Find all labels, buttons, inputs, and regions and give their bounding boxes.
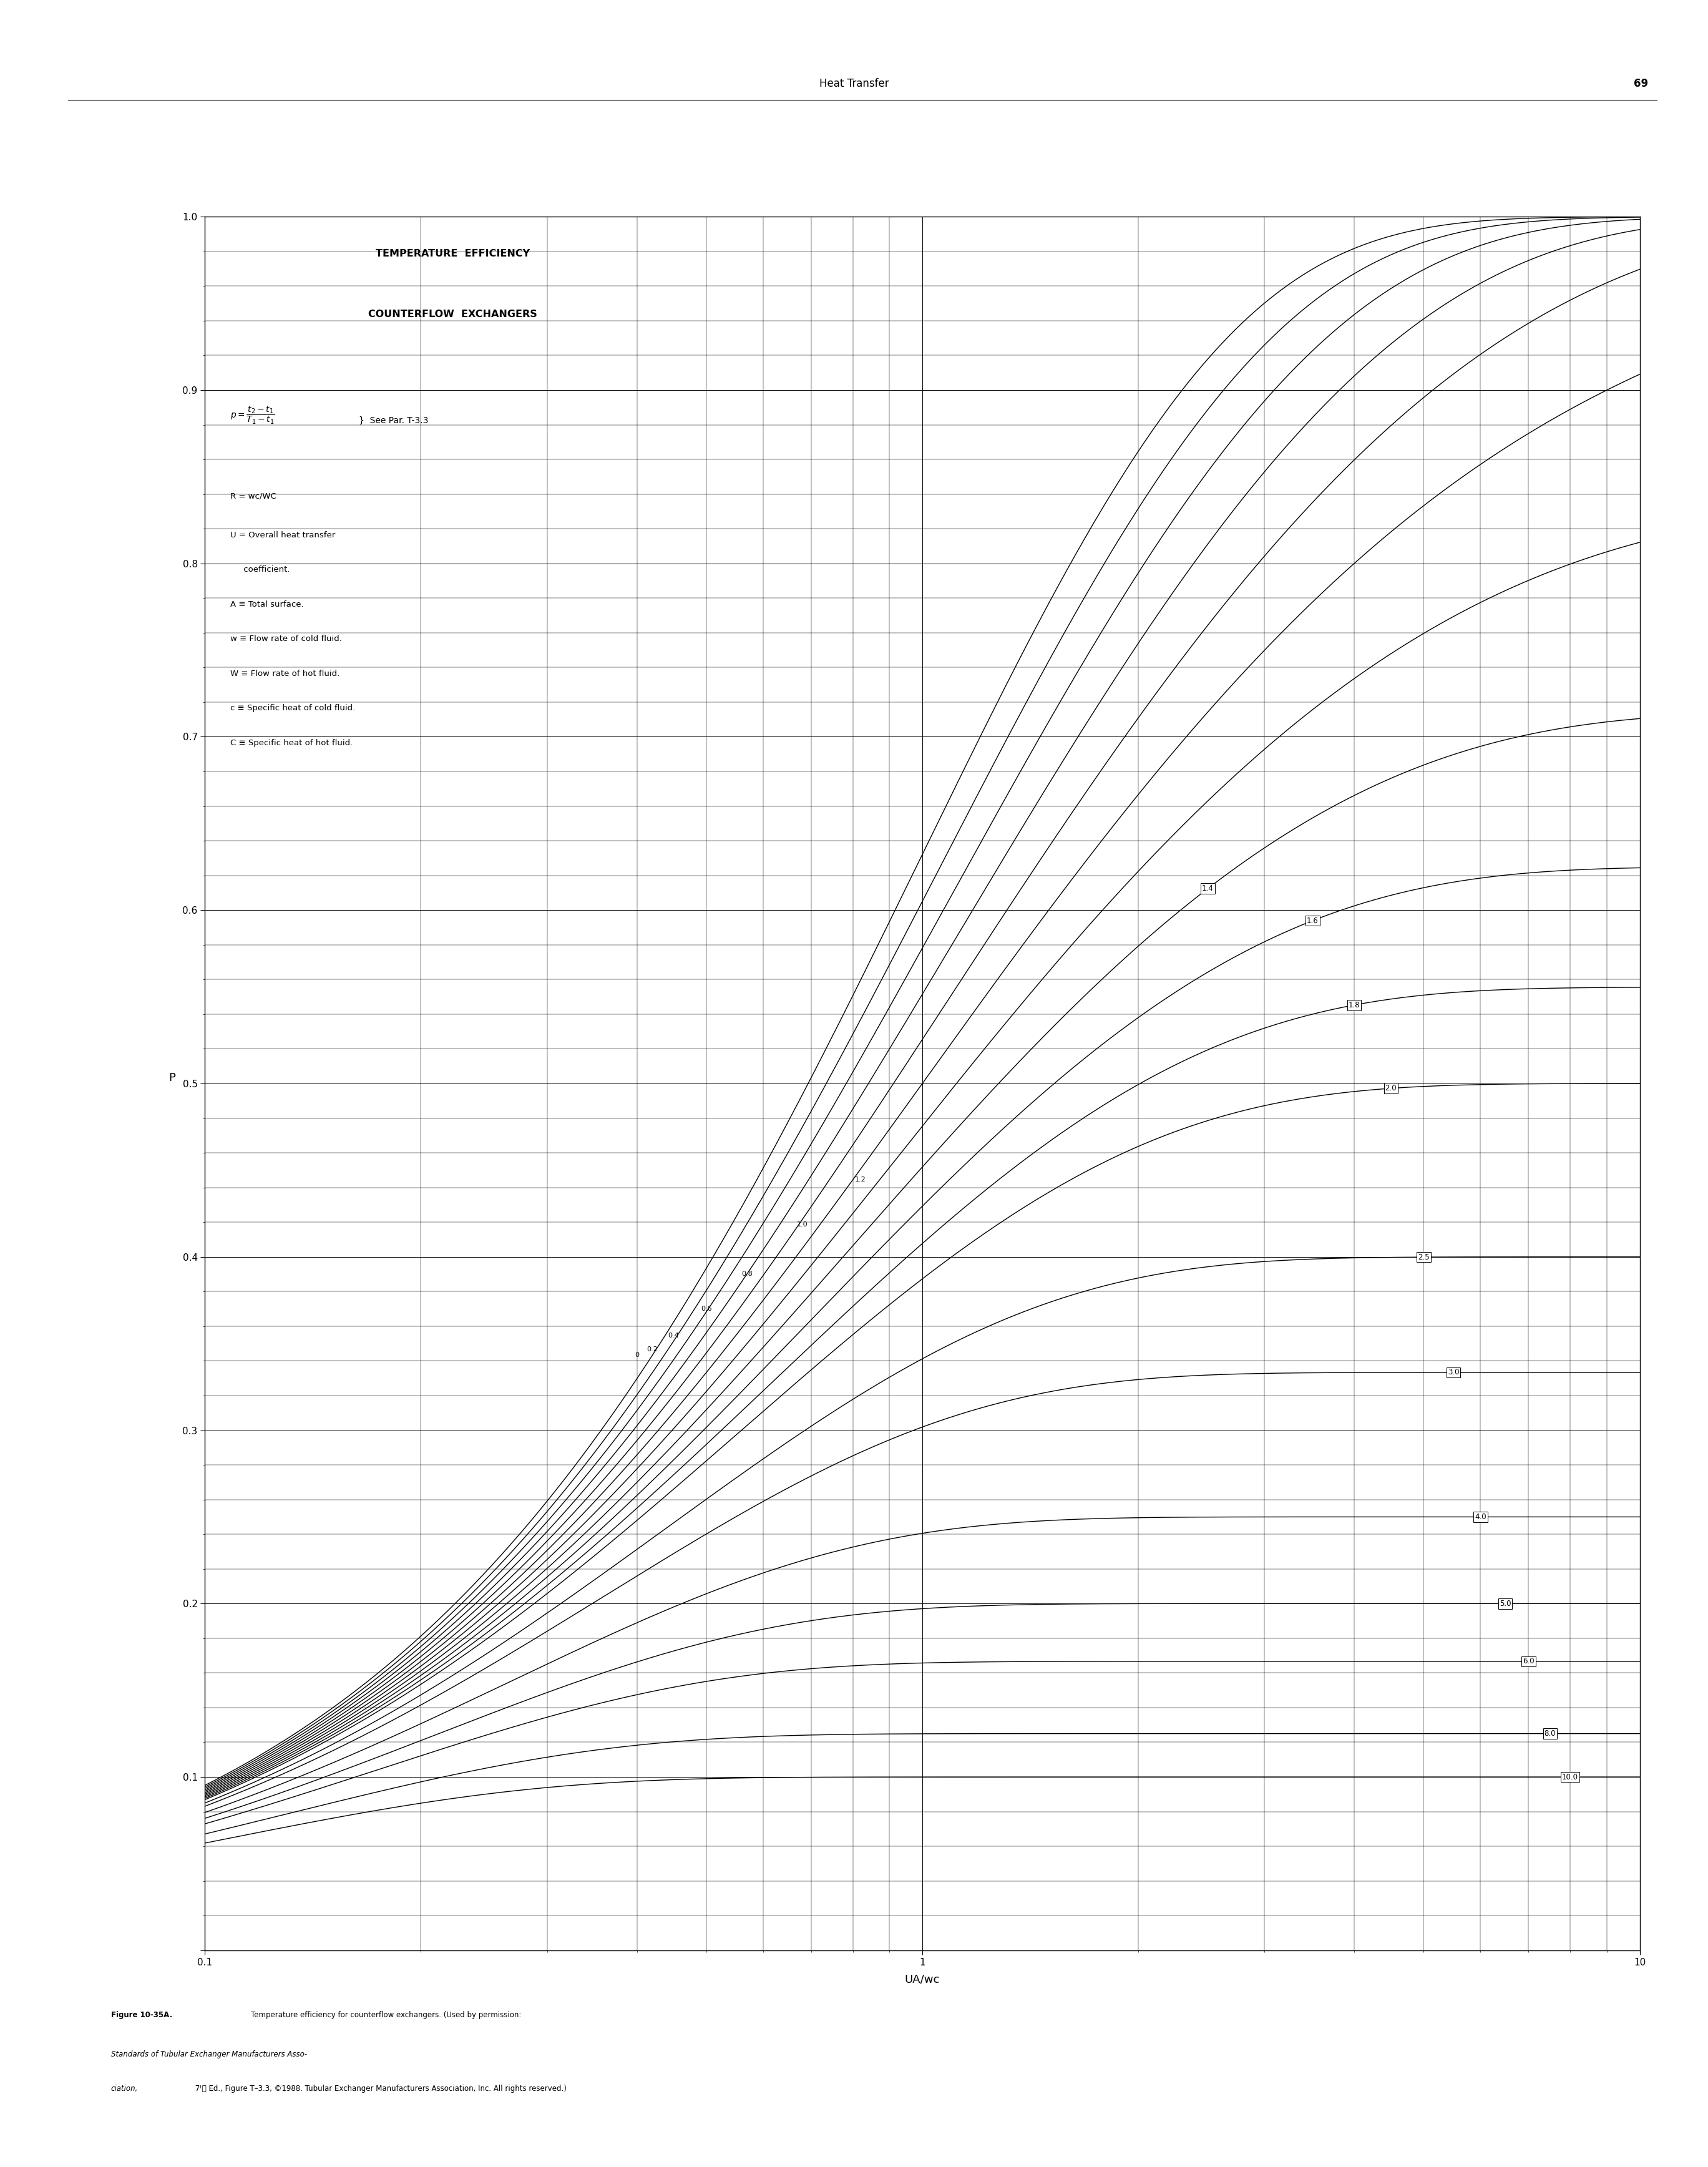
Text: 1.2: 1.2: [856, 1177, 866, 1183]
Text: 2.0: 2.0: [1385, 1084, 1397, 1092]
Text: 0.8: 0.8: [741, 1270, 753, 1276]
Text: ciation,: ciation,: [111, 2085, 138, 2093]
Text: COUNTERFLOW  EXCHANGERS: COUNTERFLOW EXCHANGERS: [369, 310, 536, 319]
Text: 69: 69: [1635, 78, 1648, 89]
Text: U = Overall heat transfer: U = Overall heat transfer: [231, 531, 335, 540]
Text: 6.0: 6.0: [1524, 1658, 1534, 1666]
Text: Heat Transfer: Heat Transfer: [820, 78, 888, 89]
Text: 7ᵗ˾ Ed., Figure T–3.3, ©1988. Tubular Exchanger Manufacturers Association, Inc. : 7ᵗ˾ Ed., Figure T–3.3, ©1988. Tubular Ex…: [193, 2085, 567, 2093]
Text: 5.0: 5.0: [1500, 1599, 1512, 1608]
Text: Standards of Tubular Exchanger Manufacturers Asso-: Standards of Tubular Exchanger Manufactu…: [111, 2050, 307, 2059]
Text: 0.4: 0.4: [668, 1333, 680, 1339]
Text: 1.6: 1.6: [1307, 917, 1319, 925]
X-axis label: UA/wc: UA/wc: [905, 1974, 939, 1985]
Text: 8.0: 8.0: [1544, 1729, 1556, 1738]
Text: $p = \dfrac{t_2 - t_1}{T_1 - t_1}$: $p = \dfrac{t_2 - t_1}{T_1 - t_1}$: [231, 405, 275, 427]
Text: W ≡ Flow rate of hot fluid.: W ≡ Flow rate of hot fluid.: [231, 670, 340, 678]
Text: 3.0: 3.0: [1448, 1367, 1459, 1376]
Text: Temperature efficiency for counterflow exchangers. (Used by permission:: Temperature efficiency for counterflow e…: [251, 2011, 524, 2020]
Text: 2.5: 2.5: [1418, 1253, 1430, 1261]
Text: R = wc/WC: R = wc/WC: [231, 492, 277, 501]
Text: 0.2: 0.2: [647, 1346, 658, 1352]
Text: 1.8: 1.8: [1348, 1001, 1360, 1010]
Text: C ≡ Specific heat of hot fluid.: C ≡ Specific heat of hot fluid.: [231, 739, 354, 748]
Text: 10.0: 10.0: [1563, 1773, 1578, 1781]
Text: TEMPERATURE  EFFICIENCY: TEMPERATURE EFFICIENCY: [376, 249, 529, 258]
Text: 1.0: 1.0: [796, 1222, 808, 1229]
Text: A ≡ Total surface.: A ≡ Total surface.: [231, 600, 304, 609]
Text: }  See Par. T-3.3: } See Par. T-3.3: [359, 416, 429, 425]
Text: 1.4: 1.4: [1202, 884, 1214, 893]
Text: c ≡ Specific heat of cold fluid.: c ≡ Specific heat of cold fluid.: [231, 704, 355, 713]
Text: 0: 0: [635, 1352, 639, 1359]
Y-axis label: P: P: [169, 1073, 176, 1084]
Text: 0.6: 0.6: [700, 1305, 712, 1311]
Text: w ≡ Flow rate of cold fluid.: w ≡ Flow rate of cold fluid.: [231, 635, 342, 644]
Text: Figure 10-35A.: Figure 10-35A.: [111, 2011, 173, 2020]
Text: 4.0: 4.0: [1474, 1513, 1486, 1521]
Text: coefficient.: coefficient.: [231, 566, 290, 574]
